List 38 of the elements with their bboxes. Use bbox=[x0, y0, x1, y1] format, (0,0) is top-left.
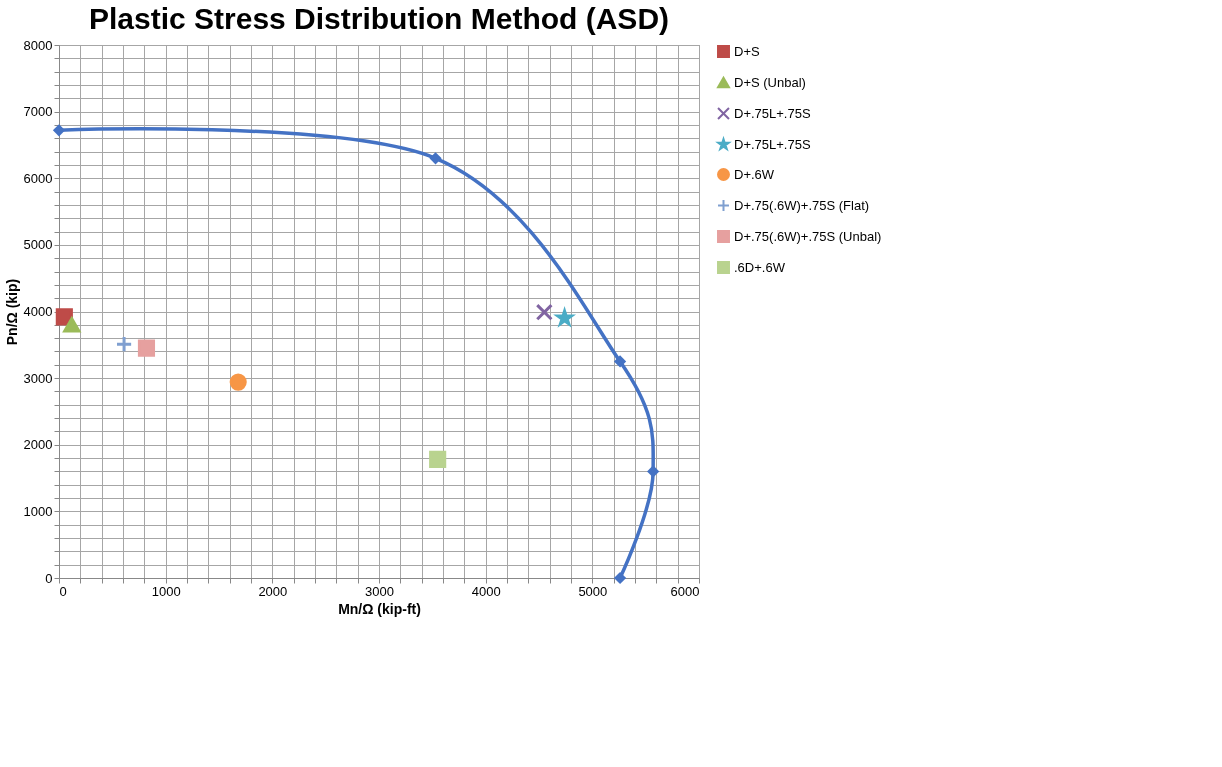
x-tick-label: 4000 bbox=[471, 583, 501, 599]
legend-label: D+.75L+.75S bbox=[734, 136, 811, 152]
point bbox=[647, 465, 660, 478]
legend-label: D+S (Unbal) bbox=[734, 74, 806, 90]
legend-label: D+.75L+.75S bbox=[734, 105, 811, 121]
point bbox=[63, 317, 81, 333]
x-tick-label: 2000 bbox=[258, 583, 288, 599]
point bbox=[429, 152, 442, 165]
y-tick-label: 3000 bbox=[23, 370, 53, 386]
x-tick-label: 3000 bbox=[365, 583, 394, 599]
y-tick-label: 4000 bbox=[23, 304, 53, 319]
point bbox=[137, 339, 156, 357]
point bbox=[613, 355, 627, 368]
y-axis-title: Pn/Ω (kip) bbox=[3, 278, 20, 346]
x-tick-label: 0 bbox=[59, 583, 67, 599]
y-tick-label: 5000 bbox=[23, 237, 53, 253]
y-tick-label: 0 bbox=[45, 570, 53, 586]
legend-label: D+.75(.6W)+.75S (Flat) bbox=[734, 197, 870, 213]
legend-label: .6D+.6W bbox=[734, 259, 786, 275]
y-tick-label: 6000 bbox=[23, 170, 53, 186]
point bbox=[115, 335, 133, 353]
y-tick-label: 8000 bbox=[23, 37, 53, 53]
x-tick-label: 1000 bbox=[151, 583, 181, 599]
x-tick-label: 5000 bbox=[578, 583, 608, 599]
x-tick-label: 6000 bbox=[670, 583, 700, 599]
point bbox=[613, 571, 627, 585]
legend-label: D+S bbox=[734, 43, 760, 59]
y-tick-label: 2000 bbox=[23, 437, 53, 453]
chart-title: Plastic Stress Distribution Method (ASD) bbox=[88, 2, 670, 35]
y-tick-label: 1000 bbox=[23, 503, 53, 519]
point bbox=[52, 124, 66, 137]
point bbox=[535, 303, 553, 321]
x-axis-title: Mn/Ω (kip-ft) bbox=[338, 600, 421, 617]
point bbox=[429, 450, 447, 468]
legend-label: D+.6W bbox=[734, 166, 775, 182]
legend-label: D+.75(.6W)+.75S (Unbal) bbox=[734, 228, 882, 244]
y-tick-label: 7000 bbox=[23, 104, 53, 120]
point bbox=[229, 373, 247, 391]
